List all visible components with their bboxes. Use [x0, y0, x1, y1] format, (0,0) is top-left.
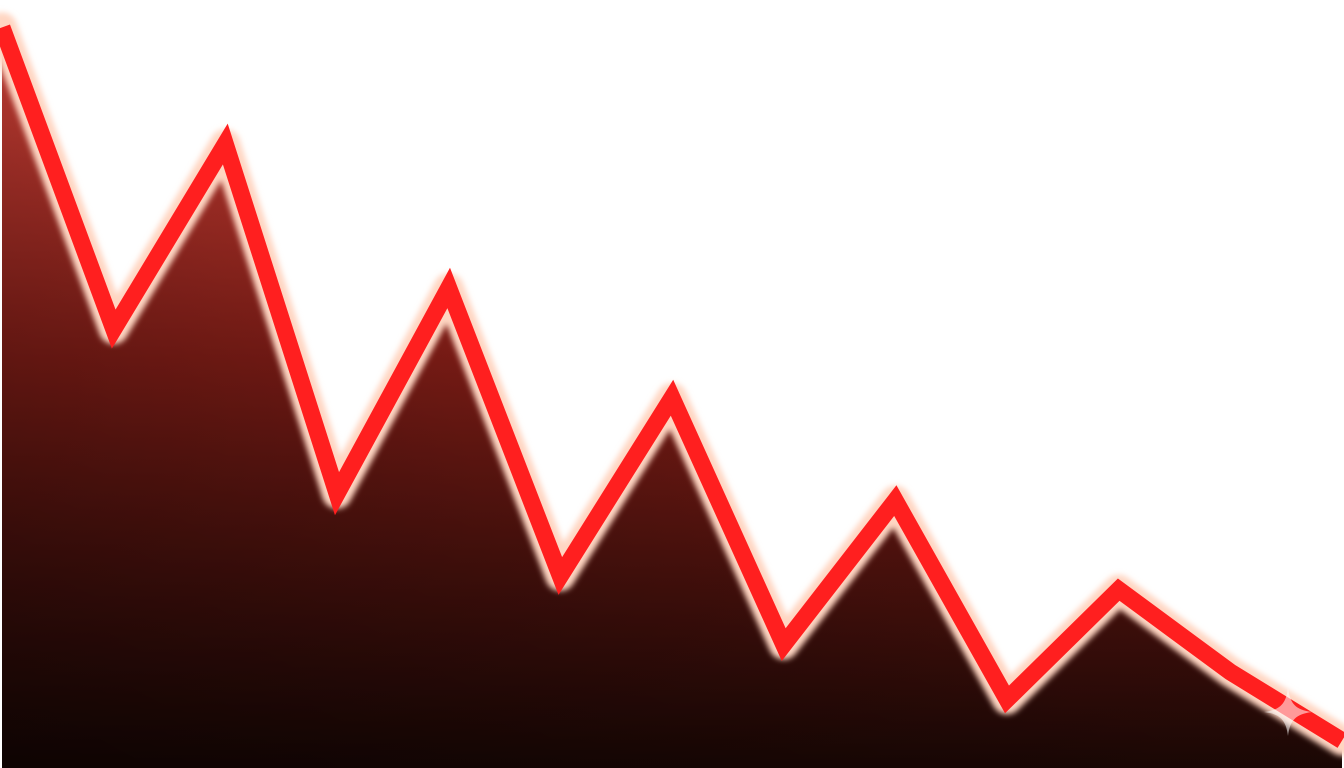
sparkle-icon	[1264, 688, 1312, 736]
line-layer	[0, 12, 1344, 756]
area-layer	[2, 27, 1342, 768]
area-shade	[2, 27, 1342, 768]
series-line	[0, 24, 1344, 748]
